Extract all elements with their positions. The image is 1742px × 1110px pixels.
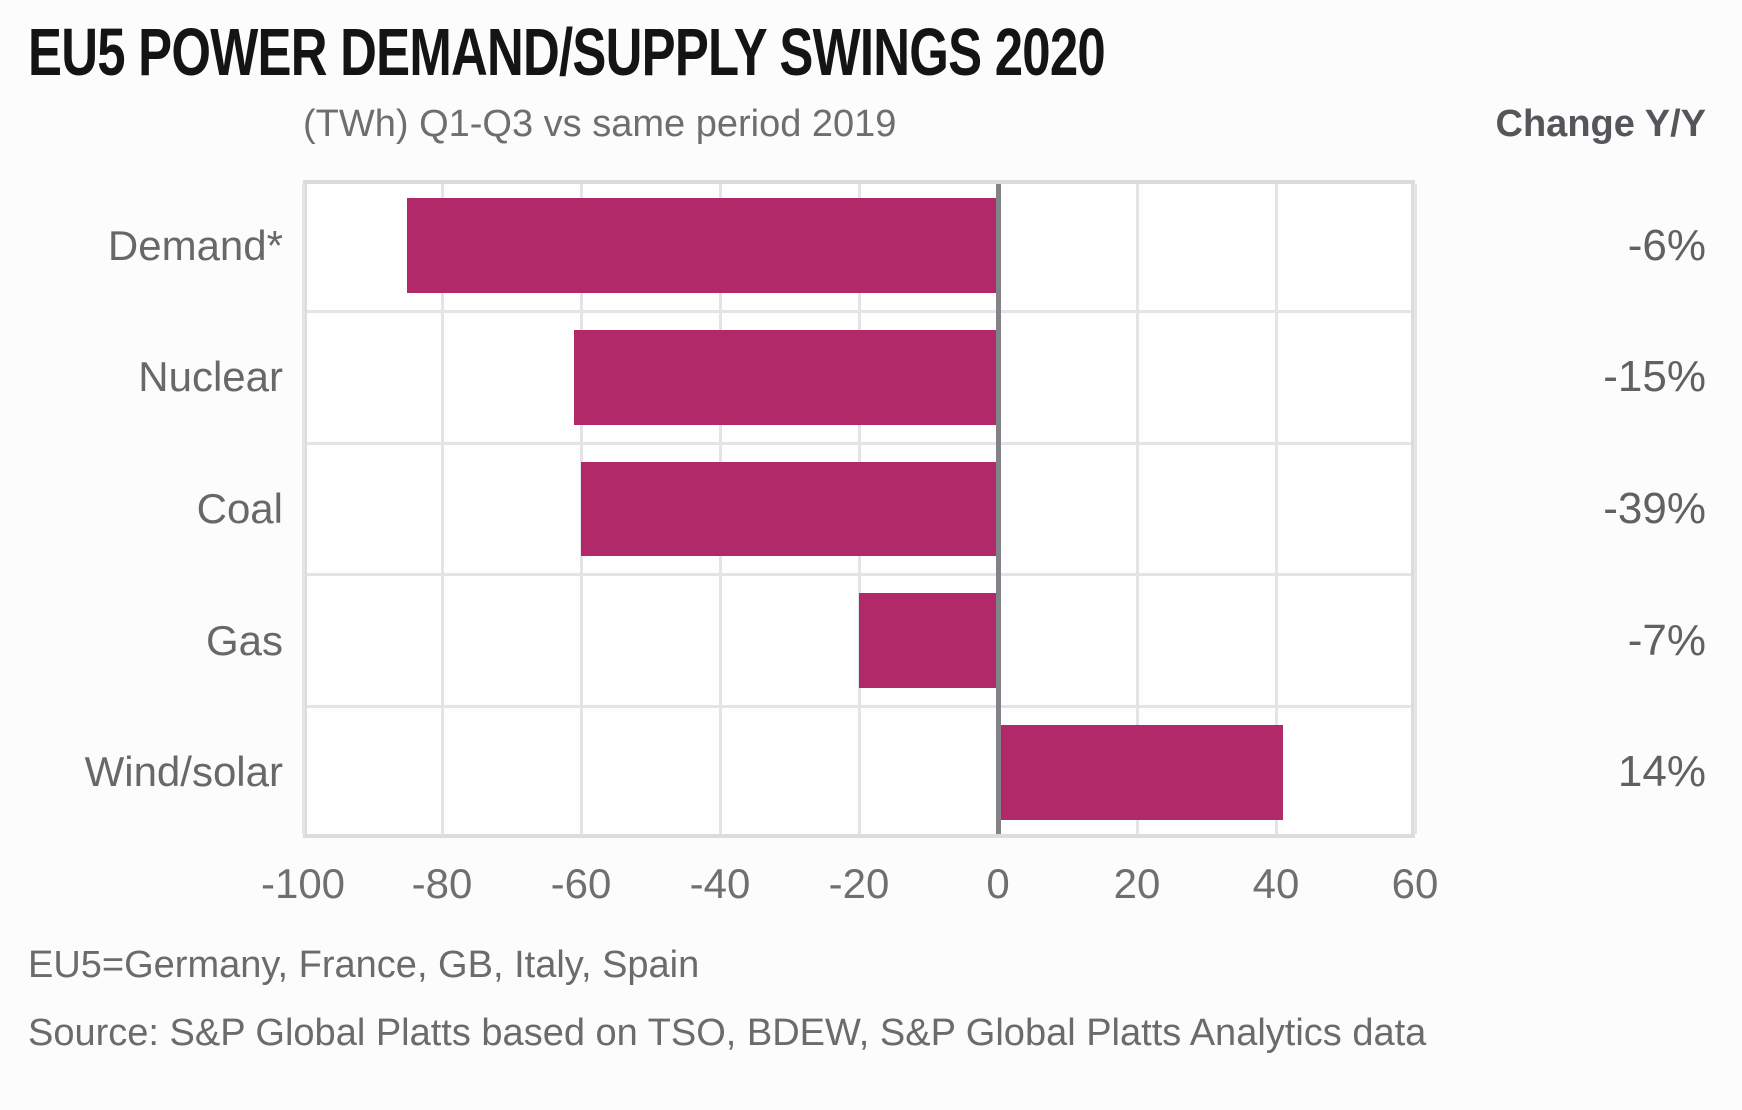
x-tick-label: 60 [1391,860,1439,907]
gridline-horizontal [307,704,1411,708]
bar-nuclear [574,330,998,425]
chart-title: EU5 POWER DEMAND/SUPPLY SWINGS 2020 [28,15,1106,90]
bar-wind-solar [998,724,1283,820]
chart-subtitle: (TWh) Q1-Q3 vs same period 2019 [303,103,897,145]
category-label: Demand* [107,221,283,269]
gridline-horizontal [307,310,1411,314]
gridline-vertical [1413,184,1417,834]
change-yy-value: -15% [1603,352,1706,402]
x-tick-label: 40 [1252,860,1300,907]
gridline-vertical [1135,184,1139,834]
change-yy-header: Change Y/Y [1495,103,1706,145]
gridline-horizontal [307,441,1411,445]
x-tick-label: -20 [828,860,890,907]
x-tick-label: -100 [260,860,346,907]
gridline-vertical [1274,184,1278,834]
bar-demand [407,198,998,294]
plot-area [301,180,1417,838]
category-label: Nuclear [138,353,283,401]
gridline-horizontal [307,573,1411,577]
gridline-vertical [301,184,305,834]
change-yy-value: -39% [1603,484,1706,533]
change-yy-value: -6% [1627,220,1706,270]
x-tick-label: -40 [689,860,751,907]
category-label: Gas [205,616,283,664]
gridline-vertical [440,184,444,834]
change-yy-value: -7% [1627,615,1706,665]
zero-baseline [995,184,1001,834]
change-yy-value: 14% [1617,747,1706,797]
x-tick-label: -60 [550,860,612,907]
x-tick-label: 0 [986,860,1010,907]
footnote-definition: EU5=Germany, France, GB, Italy, Spain [28,944,700,986]
category-label: Coal [196,485,283,532]
bar-coal [581,461,998,557]
x-tick-label: -80 [411,860,473,907]
bar-gas [859,593,998,688]
category-label: Wind/solar [84,748,283,796]
x-tick-label: 20 [1113,860,1161,907]
footnote-source: Source: S&P Global Platts based on TSO, … [28,1012,1427,1054]
